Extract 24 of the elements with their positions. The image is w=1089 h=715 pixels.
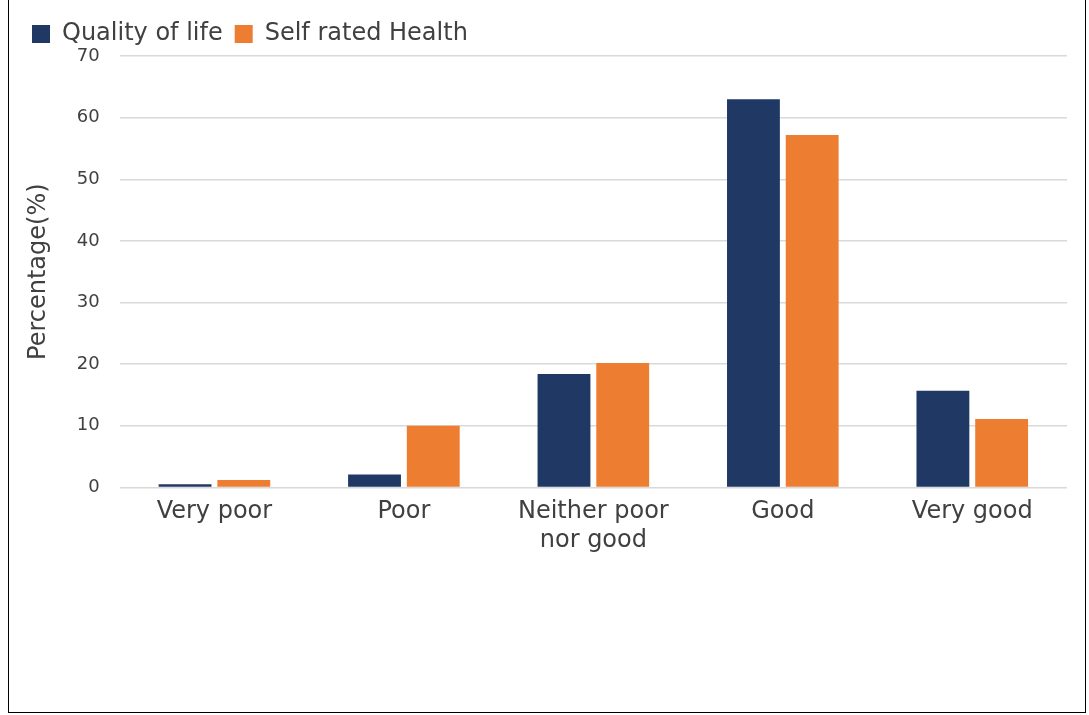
bar xyxy=(217,480,271,487)
x-tick-label: Neither poor nor good xyxy=(517,496,669,553)
legend-label: Self rated Health xyxy=(264,18,468,47)
y-tick-label: 30 xyxy=(76,290,100,312)
bar xyxy=(537,374,591,487)
y-axis-title: Percentage(%) xyxy=(22,183,51,360)
bar xyxy=(406,425,460,487)
bar xyxy=(158,484,212,487)
x-tick-label: Poor xyxy=(377,496,431,525)
x-tick-label: Very good xyxy=(911,496,1033,525)
bar xyxy=(916,390,970,487)
x-tick-label: Very poor xyxy=(156,496,273,525)
bar xyxy=(785,134,839,487)
y-tick-label: 50 xyxy=(76,166,100,188)
y-tick-label: 40 xyxy=(76,228,100,250)
y-tick-label: 0 xyxy=(88,475,100,497)
y-tick-label: 20 xyxy=(76,351,100,373)
x-tick-label: Good xyxy=(751,496,815,525)
y-tick-label: 60 xyxy=(76,105,100,127)
y-tick-label: 10 xyxy=(76,413,100,435)
bar xyxy=(596,362,650,487)
bar xyxy=(727,99,780,487)
bar xyxy=(348,474,401,487)
bar xyxy=(975,418,1029,487)
